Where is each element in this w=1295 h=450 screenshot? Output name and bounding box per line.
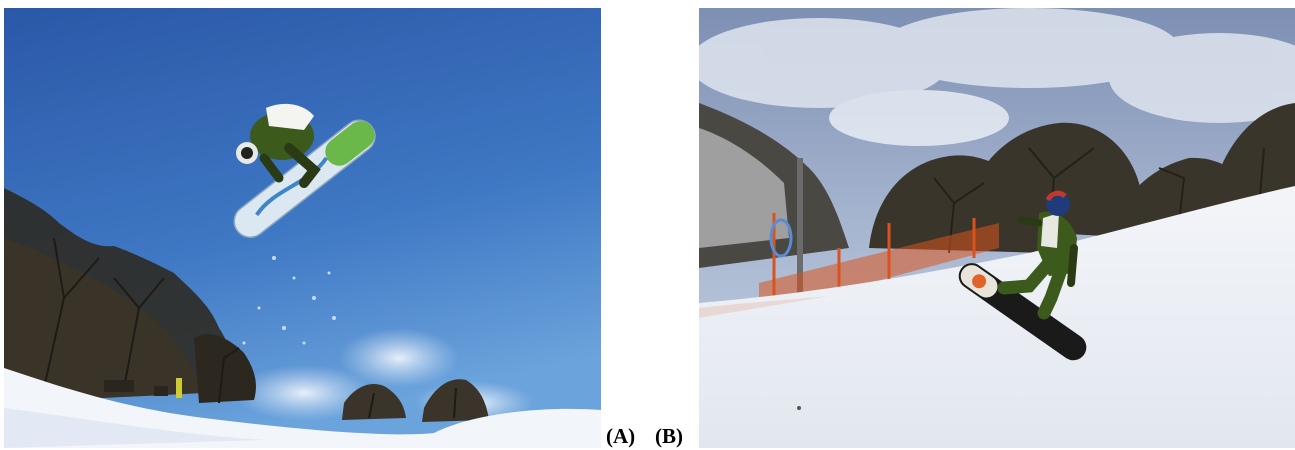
- cloud: [339, 328, 459, 388]
- lift-pole: [797, 158, 803, 298]
- photo-a-snowboarder-air: [4, 8, 601, 448]
- photo-a-image: [4, 8, 601, 448]
- gum-trees: [869, 103, 1295, 253]
- panel-label-b: (B): [655, 424, 683, 448]
- photo-b-snowboarder-halfpipe: [699, 8, 1295, 448]
- snowboarder-b: [958, 190, 1087, 361]
- photo-b-image: [699, 8, 1295, 448]
- clouds: [699, 8, 1295, 146]
- cloud: [234, 365, 374, 421]
- halfpipe-snow: [699, 186, 1295, 448]
- snow-ground: [4, 368, 601, 448]
- snow-speck: [797, 406, 801, 410]
- snowboarder-a: [233, 103, 376, 239]
- tree-branches: [43, 237, 457, 419]
- snow-spray: [242, 256, 336, 345]
- panel-label-a: (A): [606, 424, 636, 448]
- gum-trees: [4, 188, 489, 422]
- spectators: [104, 378, 182, 398]
